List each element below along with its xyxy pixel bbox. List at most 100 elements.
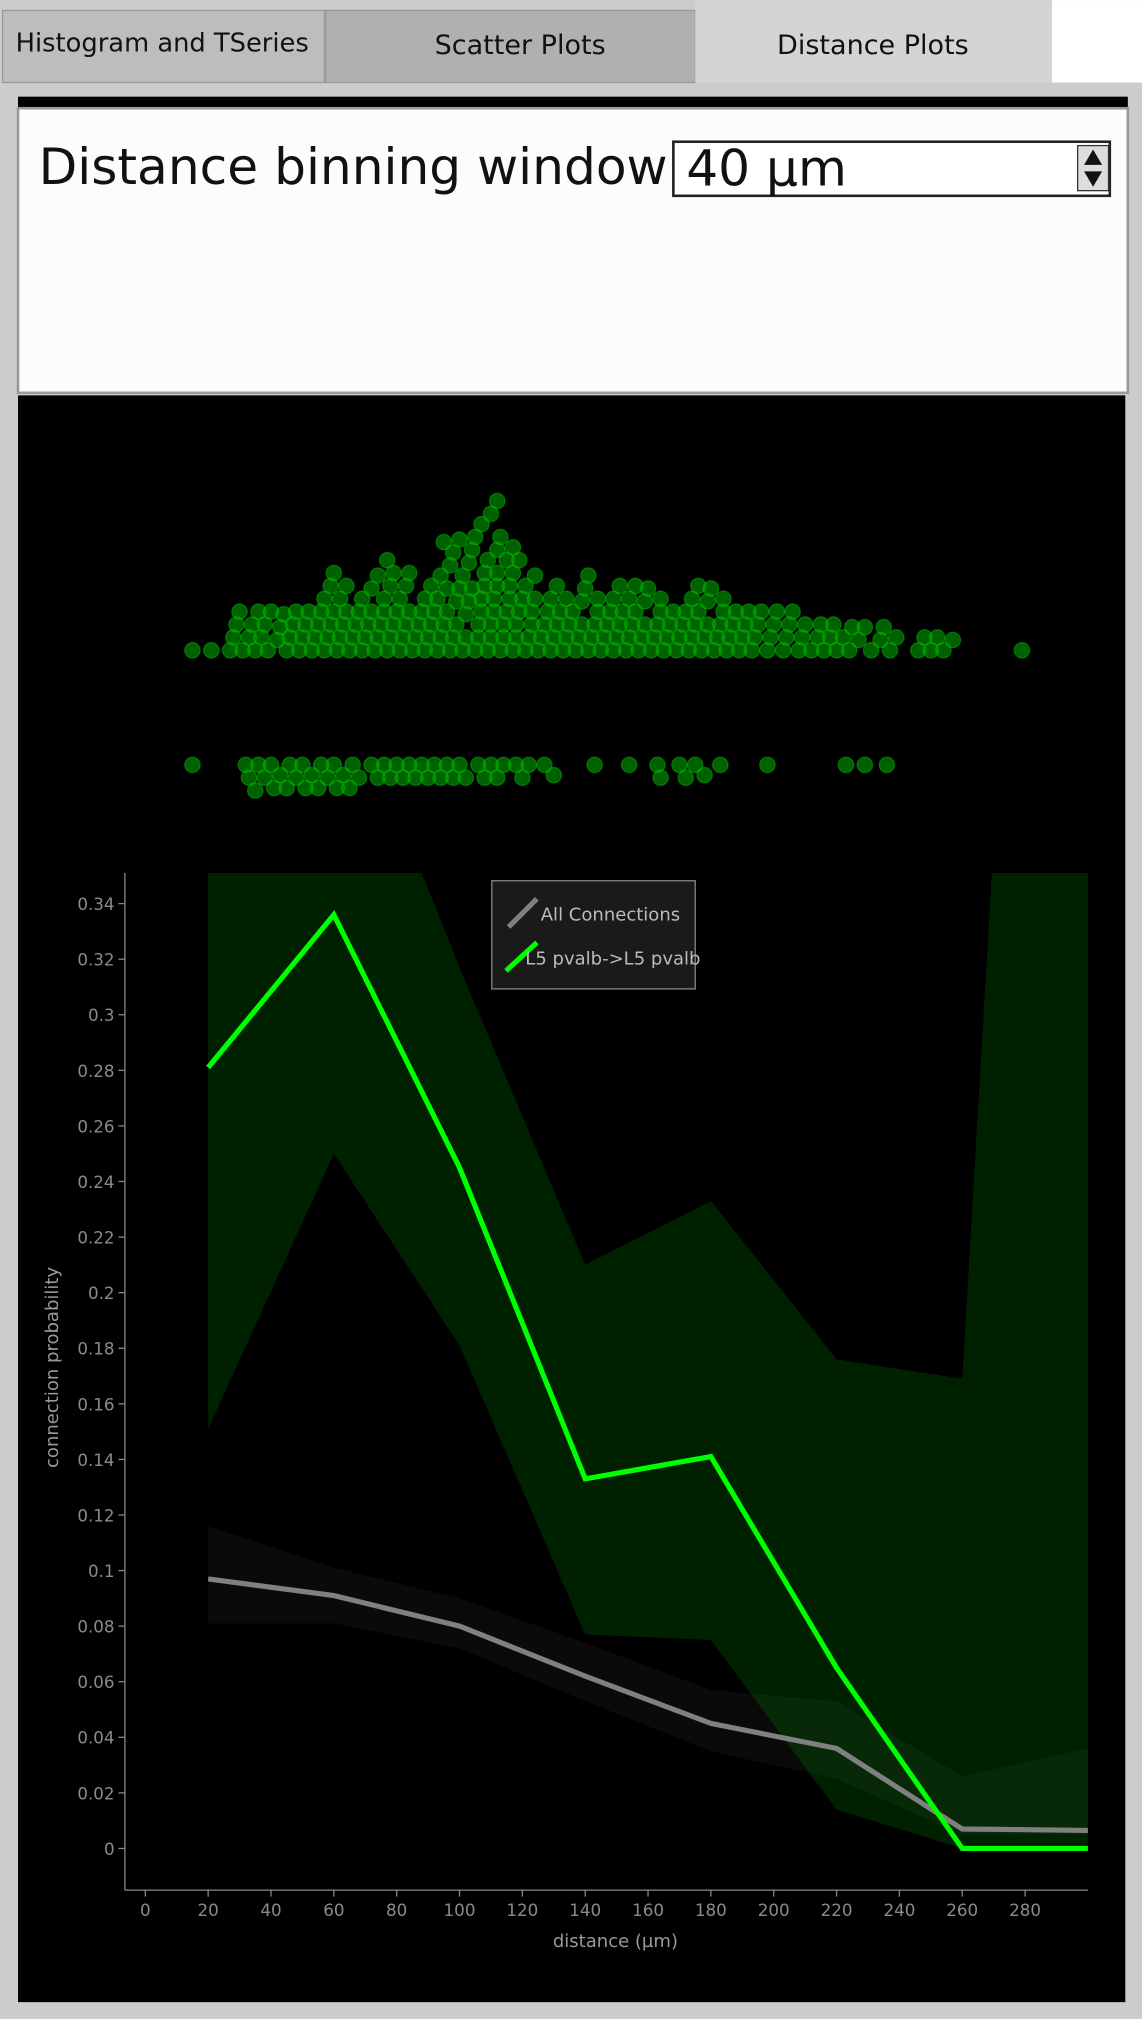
- pair-dot: [498, 551, 516, 569]
- tab-selected[interactable]: [695, 0, 1052, 83]
- pair-dot: [605, 590, 622, 608]
- x-tick-label: 240: [883, 1900, 915, 1920]
- pair-dot: [545, 766, 563, 784]
- pair-dot: [466, 528, 484, 546]
- pair-dot: [272, 766, 289, 784]
- x-tick-label: 80: [386, 1900, 407, 1920]
- y-tick-label: 0.2: [88, 1283, 115, 1303]
- pair-dot: [627, 603, 644, 621]
- x-tick-label: 160: [632, 1900, 664, 1920]
- tab-label[interactable]: Histogram and TSeries: [16, 29, 309, 59]
- pair-dot: [444, 544, 462, 561]
- pair-dot: [564, 603, 581, 621]
- y-tick-label: 0.02: [77, 1783, 114, 1803]
- pair-dot: [256, 616, 274, 633]
- pair-dot: [309, 779, 327, 797]
- pair-dot: [319, 769, 336, 787]
- y-tick-label: 0.12: [77, 1505, 114, 1525]
- pair-dot: [325, 756, 343, 774]
- pair-dot: [759, 756, 776, 774]
- pair-dot: [278, 779, 296, 797]
- pair-dot: [400, 564, 418, 582]
- y-tick-label: 0.04: [77, 1728, 114, 1748]
- pair-dot: [262, 756, 280, 774]
- pair-dot: [796, 616, 814, 633]
- plot-clip: [206, 873, 1088, 1852]
- pair-dot: [488, 564, 506, 582]
- pair-dot: [240, 769, 258, 787]
- pair-dot: [375, 590, 393, 608]
- pair-dot: [517, 577, 534, 595]
- pair-dot: [1013, 641, 1031, 659]
- pair-dot: [887, 629, 905, 646]
- pair-dot: [479, 551, 497, 569]
- x-tick-label: 0: [140, 1900, 151, 1920]
- pair-dot: [435, 533, 453, 551]
- y-axis-label: connection probability: [42, 1267, 63, 1468]
- pair-dot: [620, 590, 638, 608]
- legend-label: All Connections: [541, 905, 680, 926]
- y-tick-label: 0.16: [77, 1394, 114, 1414]
- plot-area: [18, 395, 1126, 2003]
- series-line: [206, 910, 1088, 1852]
- pair-dot: [935, 641, 952, 659]
- pair-dot: [438, 603, 456, 621]
- pair-dot: [837, 756, 855, 774]
- spinbox-value[interactable]: 40 µm: [686, 139, 847, 198]
- pair-dot: [184, 641, 201, 659]
- pair-dot: [677, 769, 695, 787]
- pair-dot: [451, 756, 468, 774]
- tab-label[interactable]: Scatter Plots: [435, 30, 606, 61]
- y-tick-label: 0.08: [77, 1617, 114, 1637]
- pair-dot: [294, 756, 311, 774]
- pair-dot: [488, 769, 506, 787]
- legend-label: L5 pvalb->L5 pvalb: [525, 948, 700, 969]
- pair-dot: [881, 641, 899, 659]
- confidence-band: [208, 873, 1088, 1849]
- y-tick-label: 0.14: [77, 1450, 114, 1470]
- pair-dot: [652, 590, 669, 608]
- tab[interactable]: [325, 9, 696, 84]
- pair-dot: [589, 590, 607, 608]
- legend-swatch: [504, 940, 539, 973]
- pair-dot: [504, 538, 522, 556]
- pair-dot: [834, 629, 852, 646]
- pair-dot: [944, 631, 962, 649]
- pair-dot: [259, 641, 277, 659]
- pair-dot: [686, 756, 704, 774]
- pair-dot: [683, 590, 701, 608]
- pair-dot: [850, 631, 867, 649]
- y-tick-label: 0.3: [88, 1005, 115, 1025]
- pair-dot: [579, 567, 597, 584]
- y-tick-label: 0.06: [77, 1672, 114, 1692]
- pair-dot: [184, 756, 201, 774]
- spinbox[interactable]: [672, 140, 1112, 198]
- pair-dot: [875, 618, 893, 636]
- tab-bar-empty: [1051, 0, 1142, 83]
- y-tick-label: 0.1: [88, 1561, 115, 1581]
- pair-dot: [535, 756, 553, 774]
- tab[interactable]: [1, 9, 326, 84]
- pair-dot: [454, 567, 472, 584]
- pair-dot: [671, 756, 688, 774]
- pair-dot: [526, 590, 544, 608]
- pair-dot: [696, 766, 713, 784]
- pair-dot: [325, 564, 343, 582]
- x-tick-label: 220: [821, 1900, 853, 1920]
- spin-arrows[interactable]: [1084, 149, 1103, 187]
- tab-label[interactable]: Distance Plots: [777, 30, 969, 61]
- pair-dot: [856, 756, 874, 774]
- x-tick-label: 40: [260, 1900, 281, 1920]
- pair-dot: [520, 756, 538, 774]
- pair-dot: [652, 769, 669, 787]
- pair-dot: [287, 769, 305, 787]
- pair-dot: [542, 590, 560, 608]
- pair-dot: [303, 766, 321, 784]
- pair-dot: [344, 756, 362, 774]
- pair-dot: [202, 641, 220, 659]
- pair-dot: [488, 492, 506, 510]
- x-tick-label: 260: [946, 1900, 978, 1920]
- x-tick-label: 20: [198, 1900, 219, 1920]
- y-tick-label: 0.34: [77, 894, 114, 914]
